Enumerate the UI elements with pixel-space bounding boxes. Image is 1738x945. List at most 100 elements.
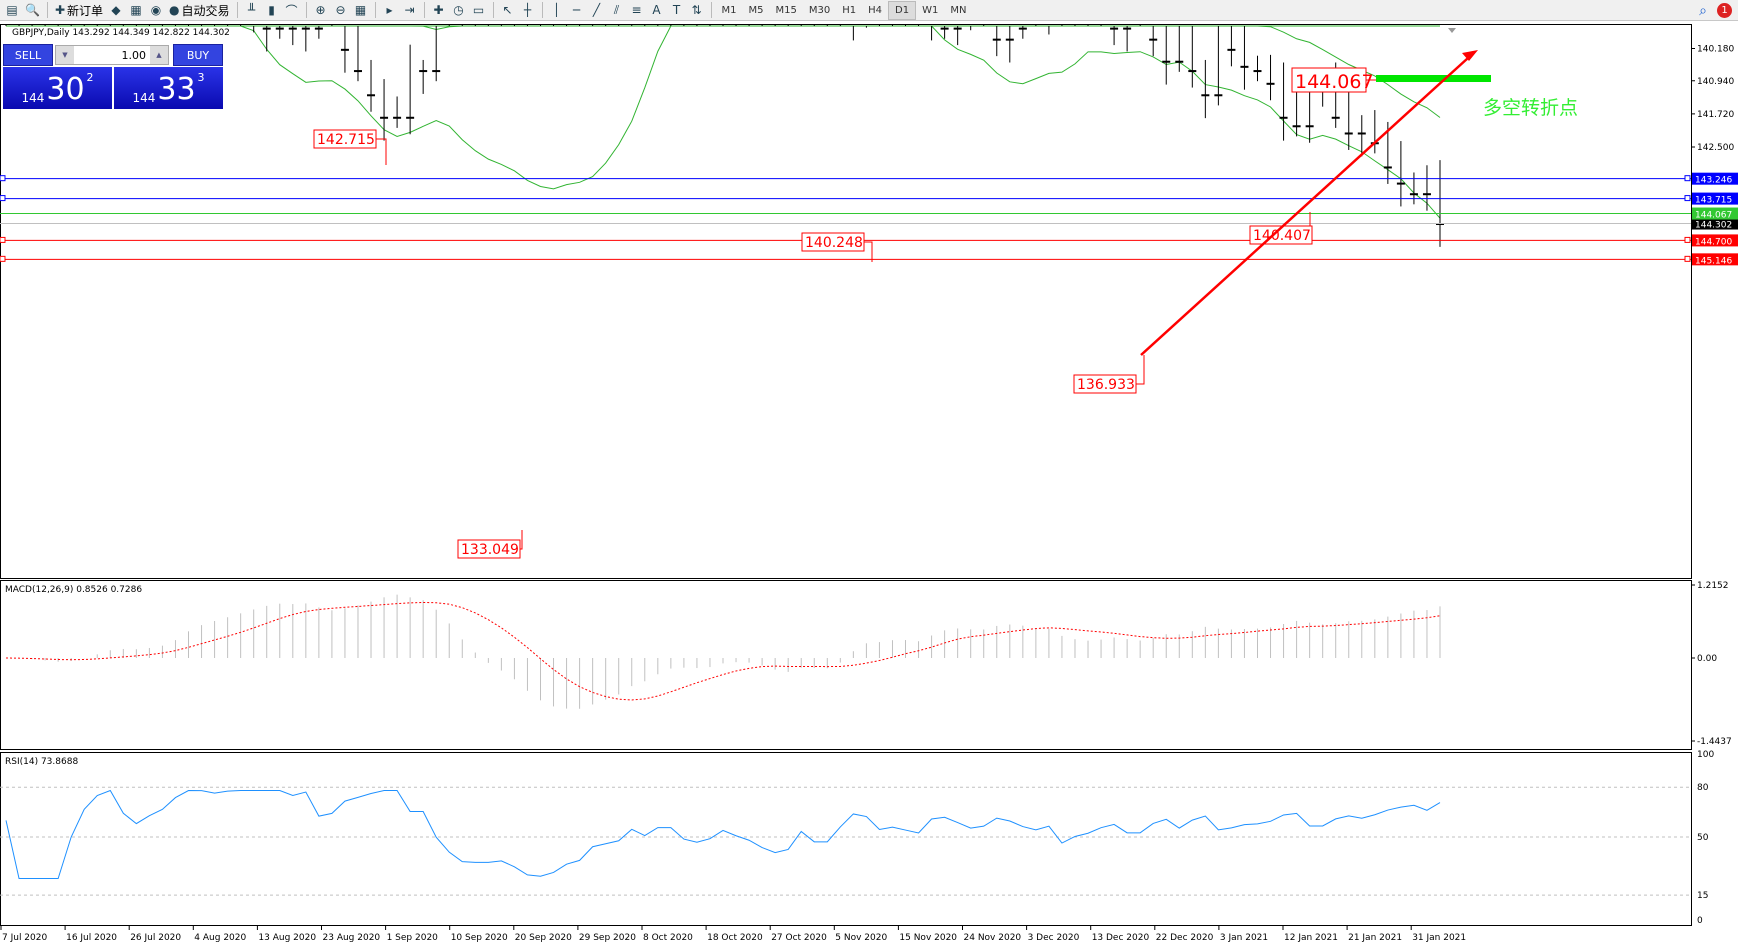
candle-body [301,27,310,30]
candle-body [1162,60,1171,63]
navigator-button[interactable]: ◉ [146,1,166,20]
zoom-out-button[interactable]: ⊖ [331,1,351,20]
lot-size-field[interactable]: ▼ 1.00 ▲ [55,45,169,65]
date-tick-label: 13 Dec 2020 [1092,933,1150,943]
line-handle [0,236,6,243]
search-icon[interactable]: ⌕ [1699,2,1707,19]
line-chart-button[interactable]: ⌒ [282,1,302,20]
templates-button[interactable]: ▭ [469,1,489,20]
sell-button[interactable]: SELL [3,44,53,66]
zoom-profiles-icon: 🔍 [25,3,40,17]
price-line-label: 143.715 [1695,196,1732,206]
zoom-out-icon: ⊖ [335,3,346,17]
line-handle [1684,255,1691,262]
macd-tick-label: 0.00 [1697,654,1717,664]
notification-badge[interactable]: 1 [1717,3,1732,18]
crosshair-icon: ┼ [523,3,532,17]
date-tick-label: 5 Nov 2020 [835,933,887,943]
buy-button[interactable]: BUY [173,44,223,66]
high-140248-label: 140.248 [805,235,863,251]
autotrading-button[interactable]: ● 自动交易 [166,1,233,20]
candle-body [1227,48,1236,51]
trendline-button[interactable]: ╱ [587,1,607,20]
equidistant-channel-icon: ⫽ [613,2,620,17]
low-140407-box [1249,225,1313,245]
zoom-in-button[interactable]: ⊕ [311,1,331,20]
tile-windows-icon: ▦ [354,3,367,17]
macd-panel-frame [0,580,1692,750]
high-140248-box [801,232,865,252]
timeframe-d1[interactable]: D1 [888,0,917,20]
rsi-line [5,789,1441,879]
timeframe-mn[interactable]: MN [950,4,967,16]
zoom-in-icon: ⊕ [315,3,326,17]
lot-decrease-icon[interactable]: ▼ [56,46,74,64]
buy-price[interactable]: 144 33 3 [114,67,223,109]
cursor-button[interactable]: ↖ [498,1,518,20]
date-tick-label: 21 Jan 2021 [1348,933,1402,943]
text-button[interactable]: A [647,1,667,20]
sell-price-point: 2 [86,71,94,84]
one-click-trading-panel: SELL ▼ 1.00 ▲ BUY 144 30 2 144 33 3 [3,44,223,109]
toolbar-separator [305,2,307,18]
price-line-label-bg [1692,207,1738,220]
new-order-icon: ✚ [54,3,66,17]
timeframe-m15[interactable]: M15 [775,4,797,16]
tile-windows-button[interactable]: ▦ [351,1,371,20]
candle-body [1149,38,1158,41]
candle-body [262,27,271,30]
line-handle [1684,195,1691,202]
timeframe-m5[interactable]: M5 [748,4,764,16]
arrows-button[interactable]: ⇅ [687,1,707,20]
candle-body [1005,38,1014,41]
timeframe-w1[interactable]: W1 [922,4,939,16]
lot-increase-icon[interactable]: ▲ [150,46,168,64]
timeframe-h4[interactable]: H4 [868,4,883,16]
text-label-icon: T [672,3,681,17]
pivot-144067-label: 144.067 [1295,71,1374,93]
text-label-button[interactable]: T [667,1,687,20]
high-142715-box [313,129,377,149]
fibonacci-button[interactable]: ≡ [627,1,647,20]
new-order-button[interactable]: ✚ 新订单 [52,1,106,20]
data-window-icon: ▦ [130,3,142,17]
line-chart-icon: ⌒ [285,3,298,18]
candle-body [406,116,415,119]
high-140248-connector [864,241,873,262]
auto-scroll-button[interactable]: ▸ [380,1,400,20]
crosshair-button[interactable]: ┼ [518,1,538,20]
timeframe-m1[interactable]: M1 [721,4,737,16]
equidistant-channel-button[interactable]: ⫽ [607,1,627,20]
bar-chart-button[interactable]: ╨ [242,1,262,20]
periods-button[interactable]: ◷ [449,1,469,20]
vertical-line-button[interactable]: │ [547,1,567,20]
chart-shift-button[interactable]: ⇥ [400,1,420,20]
date-tick-label: 31 Jan 2021 [1412,933,1466,943]
rsi-tick-label: 80 [1697,783,1709,793]
timeframe-h1[interactable]: H1 [842,4,857,16]
toolbar-separator [541,2,543,18]
lot-size-value[interactable]: 1.00 [121,48,147,62]
candle-body [275,27,284,30]
horizontal-line-button[interactable]: ─ [567,1,587,20]
indicators-button[interactable]: ✚ [429,1,449,20]
low-133049-connector [520,530,523,550]
sell-price[interactable]: 144 30 2 [3,67,112,109]
candle-body [1201,94,1210,97]
zoom-profiles-button[interactable]: 🔍 [22,1,43,20]
bar-chart-icon: ╨ [247,3,256,17]
timeframe-m30[interactable]: M30 [808,4,831,16]
data-window-button[interactable]: ▦ [126,1,146,20]
candle-body [940,27,949,30]
market-watch-button[interactable]: ◆ [106,1,126,20]
autotrading-label: 自动交易 [181,3,230,18]
new-chart-button[interactable]: ▤ [2,1,22,20]
candlestick-button[interactable]: ▮ [262,1,282,20]
candle-body [1279,116,1288,119]
chart-window[interactable]: 142.500141.720140.940140.180139.400138.6… [0,24,1738,945]
high-142715-connector [376,138,387,165]
date-tick-label: 15 Nov 2020 [899,933,957,943]
periods-icon: ◷ [453,3,464,17]
trendline-icon: ╱ [592,3,601,17]
date-tick-label: 16 Jul 2020 [66,933,117,943]
